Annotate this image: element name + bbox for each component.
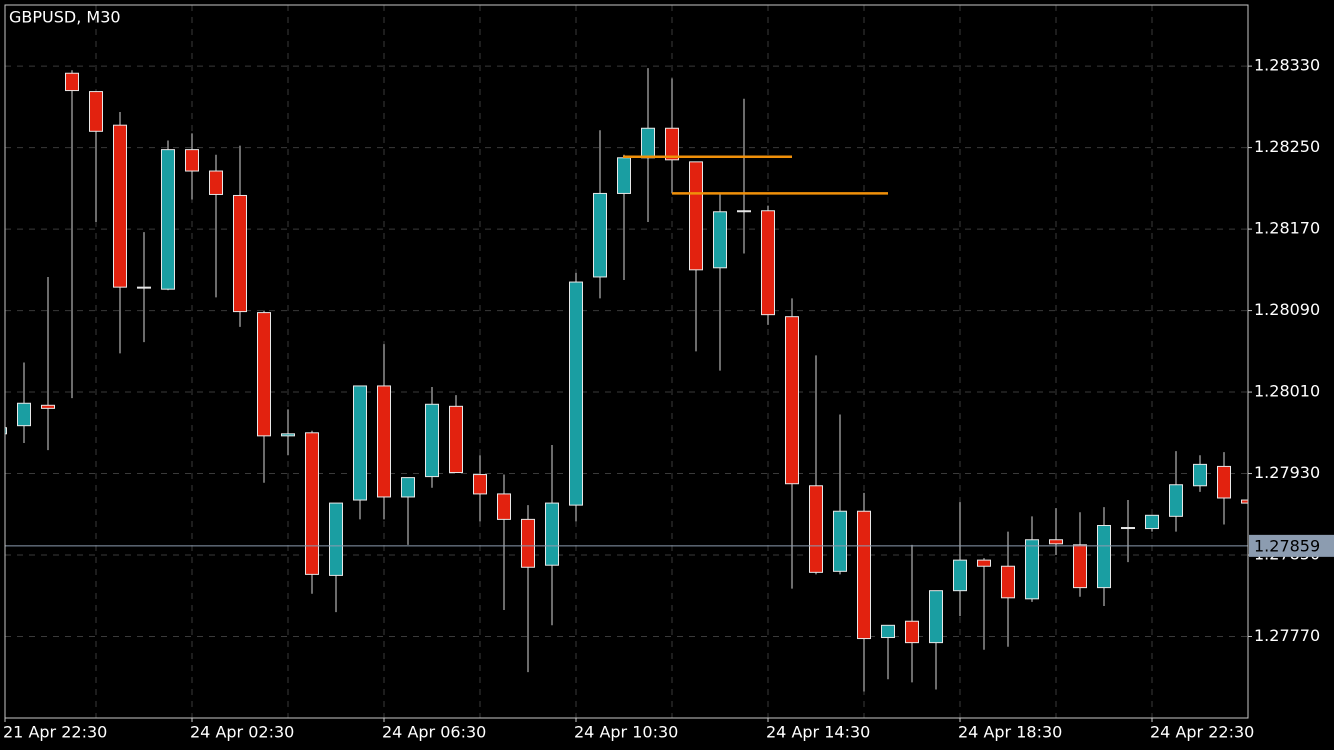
y-tick-label: 1.28090 xyxy=(1254,300,1320,319)
candle-body xyxy=(905,620,919,644)
candle-body xyxy=(89,91,103,132)
candle-body xyxy=(1025,539,1039,600)
plot-frame xyxy=(4,4,1249,719)
plot-area xyxy=(5,68,1248,692)
candle-body xyxy=(1097,524,1111,589)
candle-body xyxy=(65,72,79,92)
candle-body xyxy=(521,518,535,568)
candle-body xyxy=(161,149,175,290)
candle-body xyxy=(593,192,607,278)
candle-body xyxy=(257,312,271,437)
axes: 1.28330 1.28250 1.28170 1.28090 1.28010 1.279… xyxy=(3,56,1334,742)
y-tick-label: 1.28330 xyxy=(1254,56,1320,75)
candle-body xyxy=(185,149,199,172)
candle-body xyxy=(1193,463,1207,487)
y-tick-label: 1.28250 xyxy=(1254,137,1320,156)
candle-body xyxy=(1121,527,1135,530)
candle-body xyxy=(1217,465,1231,499)
candle-body xyxy=(1073,544,1087,589)
candle-body xyxy=(377,385,391,498)
candle-body xyxy=(209,170,223,195)
candle-body xyxy=(809,485,823,573)
candle-body xyxy=(857,510,871,640)
x-tick-label: 24 Apr 22:30 xyxy=(1150,723,1254,742)
candle-body xyxy=(497,493,511,520)
current-price-label: 1.27859 xyxy=(1254,536,1320,555)
candle-body xyxy=(137,286,151,289)
candle-body xyxy=(401,477,415,498)
candle-body xyxy=(305,432,319,575)
candle-body xyxy=(953,559,967,592)
x-tick-label: 24 Apr 10:30 xyxy=(574,723,678,742)
x-tick-label: 24 Apr 06:30 xyxy=(382,723,486,742)
candle-body xyxy=(1169,484,1183,517)
x-tick-label: 24 Apr 02:30 xyxy=(190,723,294,742)
x-tick-label: 21 Apr 22:30 xyxy=(3,723,107,742)
candle-body xyxy=(233,194,247,313)
candle-body xyxy=(449,405,463,474)
candle-body xyxy=(737,210,751,213)
candle-body xyxy=(977,559,991,567)
candle-body xyxy=(929,590,943,644)
candle-body xyxy=(1049,539,1063,545)
candle-body xyxy=(689,161,703,271)
y-tick-label: 1.28010 xyxy=(1254,382,1320,401)
candle-body xyxy=(5,427,7,435)
candle-body xyxy=(425,403,439,478)
candle-body xyxy=(473,474,487,495)
candle-body xyxy=(545,502,559,566)
x-tick-label: 24 Apr 18:30 xyxy=(958,723,1062,742)
candle-body xyxy=(113,124,127,288)
y-tick-label: 1.27930 xyxy=(1254,463,1320,482)
candle-body xyxy=(41,404,55,409)
candle-body xyxy=(17,402,31,427)
candle-body xyxy=(1145,514,1159,530)
candle-body xyxy=(785,316,799,485)
candle-body xyxy=(281,433,295,437)
chart-title: GBPUSD, M30 xyxy=(9,8,121,27)
candle-body xyxy=(1241,499,1248,504)
candle-body xyxy=(617,157,631,194)
candle-body xyxy=(329,502,343,576)
y-tick-label: 1.28170 xyxy=(1254,219,1320,238)
candle-body xyxy=(761,210,775,316)
candle-body xyxy=(1001,565,1015,599)
y-tick-label: 1.27770 xyxy=(1254,626,1320,645)
candle-body xyxy=(641,127,655,159)
candle-body xyxy=(353,385,367,501)
x-tick-label: 24 Apr 14:30 xyxy=(766,723,870,742)
candle-body xyxy=(833,510,847,572)
grid xyxy=(5,5,1248,718)
candle-body xyxy=(665,127,679,161)
candle-body xyxy=(881,624,895,639)
current-price-box xyxy=(1249,534,1334,557)
candle-body xyxy=(713,211,727,269)
candle-body xyxy=(569,281,583,506)
